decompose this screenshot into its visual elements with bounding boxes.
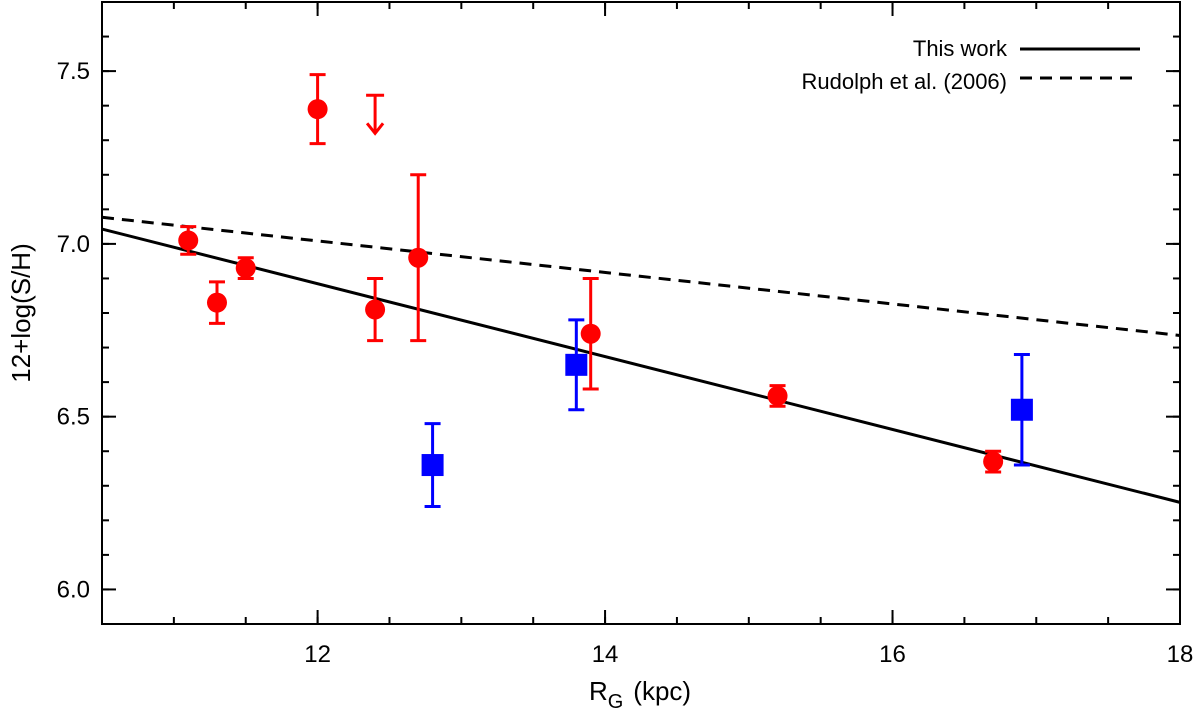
fit-line-this-work — [101, 227, 1181, 504]
y-tick-label: 7.5 — [57, 58, 90, 85]
red-point-marker — [983, 451, 1004, 472]
blue-point-marker — [1010, 398, 1033, 421]
blue-point-marker — [565, 353, 588, 376]
x-tick-label: 14 — [592, 641, 619, 668]
blue-point-marker — [421, 454, 444, 477]
y-tick-label: 6.0 — [57, 576, 90, 603]
legend: This work Rudolph et al. (2006) — [802, 36, 1140, 94]
plot-frame — [101, 1, 1181, 625]
fit-line-rudolph-2006 — [101, 215, 1181, 337]
upper-limit-arrowhead — [365, 122, 385, 136]
red-point-marker — [178, 230, 199, 251]
red-point-marker — [365, 299, 386, 320]
x-axis-label-unit: (kpc) — [633, 676, 691, 706]
x-axis-label: RG (kpc) — [589, 676, 691, 713]
red-point-marker — [307, 99, 328, 120]
x-axis-label-main: R — [589, 676, 608, 706]
points-layer — [178, 73, 1033, 509]
x-tick-label: 12 — [304, 641, 331, 668]
ticks-layer: 12 14 16 18 6.0 6.5 7.0 7.5 — [57, 1, 1194, 668]
x-tick-label: 16 — [879, 641, 906, 668]
legend-label-this-work: This work — [913, 36, 1008, 61]
legend-label-rudolph: Rudolph et al. (2006) — [802, 69, 1007, 94]
y-tick-label: 6.5 — [57, 404, 90, 431]
red-point-marker — [408, 247, 429, 268]
x-axis-label-subscript: G — [608, 691, 624, 713]
red-point-marker — [767, 385, 788, 406]
red-point-marker — [235, 258, 256, 279]
lines-layer — [101, 215, 1181, 504]
y-tick-label: 7.0 — [57, 231, 90, 258]
red-point-marker — [580, 323, 601, 344]
x-tick-label: 18 — [1167, 641, 1194, 668]
y-axis-label: 12+log(S/H) — [6, 243, 36, 382]
red-point-marker — [206, 292, 227, 313]
